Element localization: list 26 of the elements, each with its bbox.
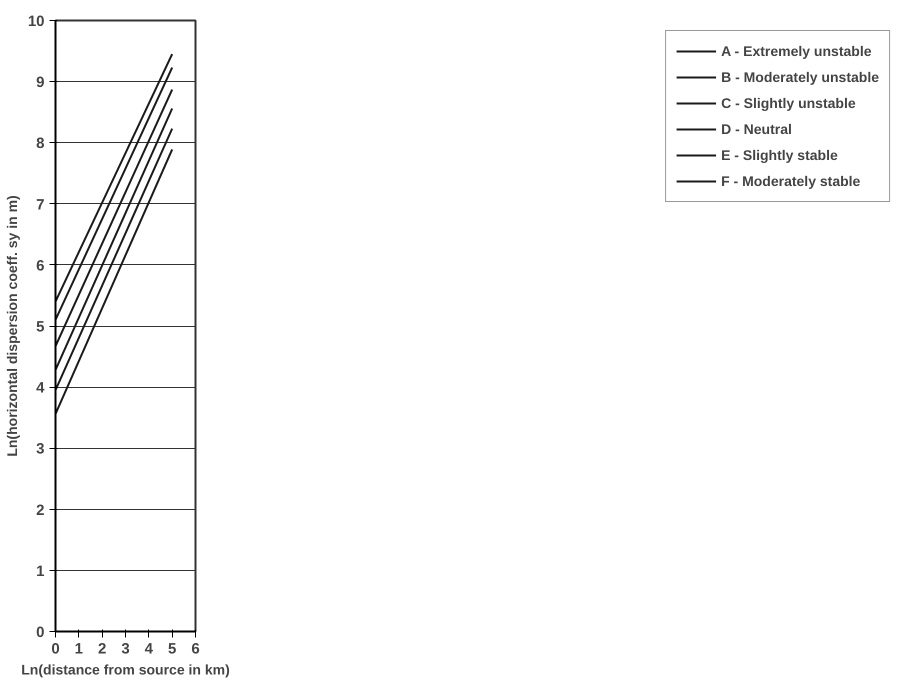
y-tick-label: 4 (36, 380, 46, 397)
x-tick-label: 4 (144, 640, 154, 658)
y-tick-label: 7 (36, 196, 44, 214)
legend-label: F - Moderately stable (721, 173, 860, 189)
x-tick-label: 3 (121, 640, 130, 658)
legend-label: D - Neutral (721, 121, 792, 137)
y-axis-title: Ln(horizontal dispersion coeff. sy in m) (4, 195, 20, 457)
y-tick-label: 1 (36, 562, 44, 580)
legend-label: C - Slightly unstable (721, 95, 856, 111)
x-tick-label: 1 (74, 640, 84, 658)
x-axis-title: Ln(distance from source in km) (21, 662, 230, 678)
y-tick-label: 8 (36, 135, 44, 152)
x-tick-label: 2 (98, 640, 106, 658)
x-tick-label: 5 (168, 640, 176, 658)
legend-label: A - Extremely unstable (721, 43, 872, 59)
y-tick-label: 3 (36, 440, 44, 458)
y-tick-label: 2 (36, 502, 44, 519)
y-tick-label: 10 (28, 13, 45, 30)
x-tick-label: 0 (51, 640, 60, 658)
y-tick-label: 6 (36, 257, 44, 274)
y-tick-label: 5 (36, 318, 44, 336)
y-tick-label: 0 (36, 624, 44, 641)
legend-label: B - Moderately unstable (721, 69, 879, 85)
y-tick-label: 9 (36, 74, 44, 92)
legend-label: E - Slightly stable (721, 147, 838, 163)
x-tick-label: 6 (191, 640, 200, 658)
